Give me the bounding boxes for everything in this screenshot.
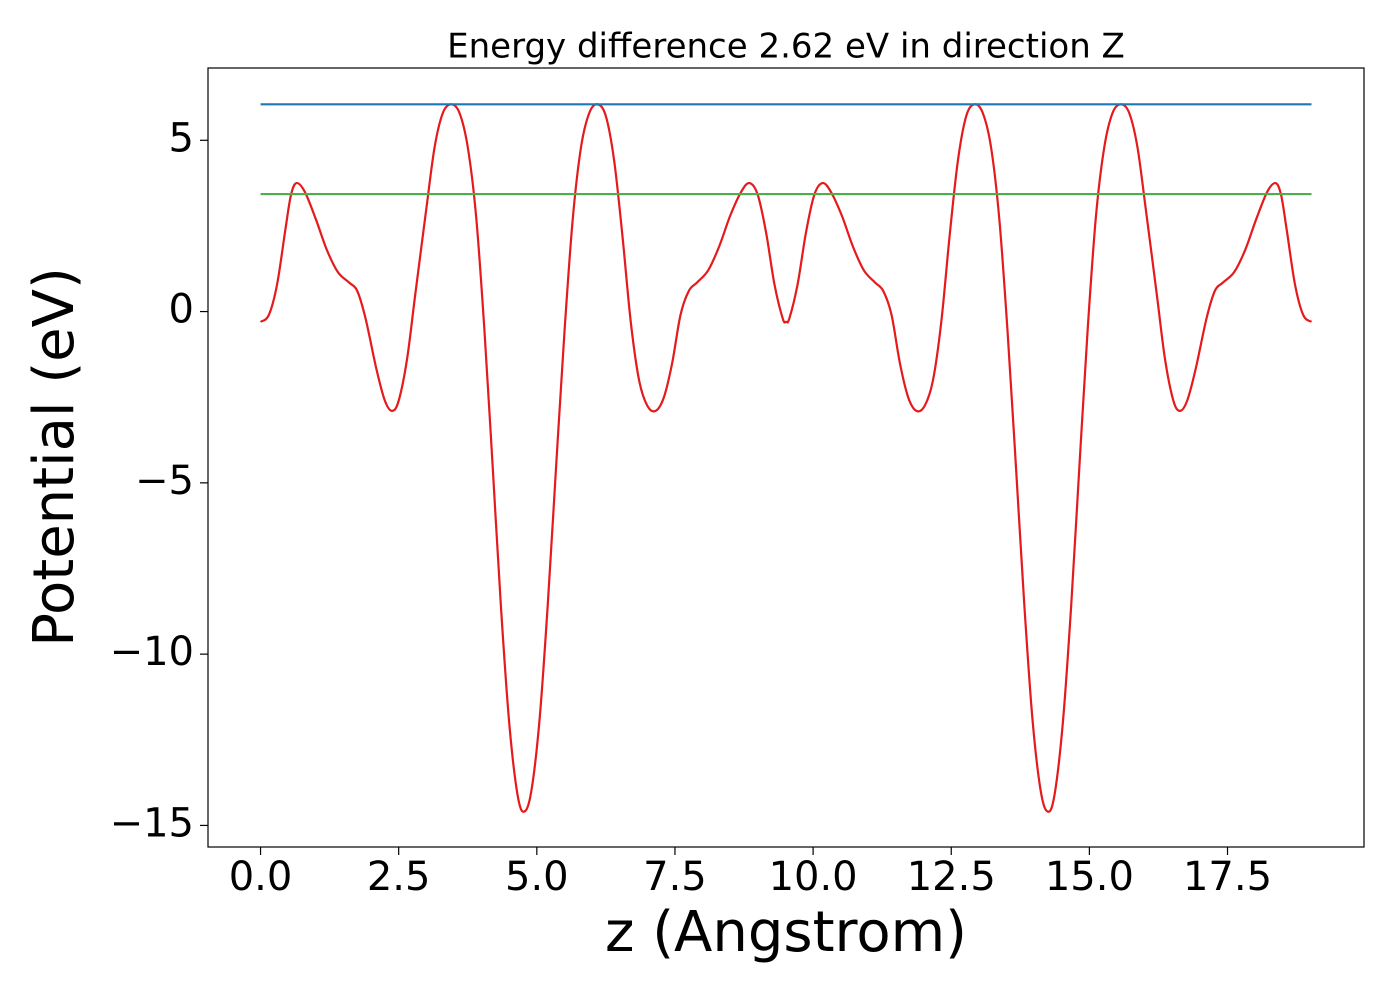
x-tick-label: 10.0 (769, 854, 858, 900)
y-tick-label: 0 (169, 287, 194, 333)
y-tick-label: −5 (135, 458, 194, 504)
x-axis-label: z (Angstrom) (605, 900, 967, 965)
y-tick-label: 5 (169, 115, 194, 161)
chart-title: Energy difference 2.62 eV in direction Z (447, 27, 1125, 67)
plot-frame (207, 67, 1365, 848)
x-tick-label: 0.0 (229, 854, 293, 900)
y-tick-label: −10 (110, 629, 194, 675)
x-tick-label: 7.5 (643, 854, 707, 900)
x-tick-label: 17.5 (1183, 854, 1272, 900)
x-tick-label: 15.0 (1045, 854, 1134, 900)
line-series (259, 103, 1313, 813)
y-tick-label: −15 (110, 800, 194, 846)
x-tick-label: 2.5 (367, 854, 431, 900)
y-axis-label: Potential (eV) (22, 267, 87, 647)
x-tick-label: 5.0 (505, 854, 569, 900)
x-tick-label: 12.5 (907, 854, 996, 900)
